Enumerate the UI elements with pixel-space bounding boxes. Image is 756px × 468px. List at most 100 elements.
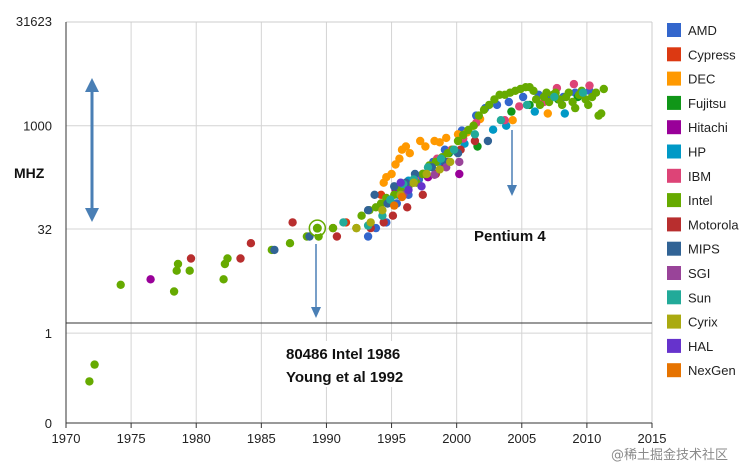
x-tick-label: 2005: [507, 431, 536, 446]
data-point-sun: [522, 100, 532, 110]
data-point-intel: [172, 266, 181, 275]
data-point-dec: [395, 154, 404, 163]
data-point-intel: [557, 100, 567, 110]
x-tick-label: 2015: [638, 431, 667, 446]
legend-swatch-dec: [667, 71, 681, 86]
data-point-cyrix: [352, 223, 361, 233]
data-point-intel: [564, 88, 573, 97]
legend-swatch-fujitsu: [667, 95, 681, 110]
data-point-mips: [270, 245, 279, 255]
legend-swatch-amd: [667, 23, 681, 37]
data-point-fujitsu: [507, 107, 516, 116]
data-point-hitachi: [146, 275, 155, 284]
data-point-nexgen: [397, 192, 407, 202]
legend-swatch-hitachi: [667, 120, 681, 135]
data-point-intel: [223, 254, 232, 263]
data-points: [85, 79, 608, 386]
data-point-ibm: [515, 102, 524, 111]
data-point-motorola: [418, 190, 427, 199]
data-point-intel: [85, 377, 94, 386]
data-point-mips: [390, 182, 399, 191]
data-point-cyrix: [409, 178, 418, 187]
data-point-nexgen: [390, 201, 399, 210]
data-point-cyrix: [422, 169, 431, 179]
data-point-sun: [578, 88, 588, 97]
data-point-amd: [363, 232, 373, 241]
annotation-arrows: [85, 78, 517, 318]
legend-swatch-ibm: [667, 168, 681, 183]
data-point-dec: [416, 136, 425, 146]
legend-label-hal: HAL: [688, 339, 713, 354]
data-point-dec: [435, 138, 444, 147]
legend-label-amd: AMD: [688, 23, 717, 38]
data-point-sun: [550, 92, 559, 102]
legend-swatch-sgi: [667, 266, 681, 280]
data-point-motorola: [388, 211, 398, 220]
legend-label-cyrix: Cyrix: [688, 315, 718, 330]
y-tick-label: 0: [45, 416, 52, 431]
data-point-intel: [469, 121, 478, 130]
annotation-pentium4: Pentium 4: [474, 228, 546, 245]
legend-label-ibm: IBM: [688, 169, 711, 184]
data-point-intel: [535, 100, 545, 110]
legend-label-hp: HP: [688, 145, 706, 160]
data-point-intel: [169, 287, 179, 296]
data-point-intel: [376, 199, 386, 208]
data-point-motorola: [186, 254, 196, 263]
data-point-intel: [219, 275, 228, 284]
x-tick-label: 1985: [247, 431, 276, 446]
legend-swatch-hp: [667, 144, 681, 159]
highlighted-point: [312, 223, 322, 233]
data-point-sgi: [455, 157, 464, 167]
data-point-sun: [386, 195, 395, 204]
data-point-hitachi: [455, 169, 464, 179]
data-point-intel: [116, 280, 125, 289]
x-tick-labels: 1970 1975 1980 1985 1990 1995 2000 2005 2010 2015: [52, 431, 667, 446]
down-arrow-pentium4-icon: [507, 130, 517, 196]
x-tick-label: 1990: [312, 431, 341, 446]
data-point-intel: [571, 103, 580, 113]
data-point-amd: [518, 92, 528, 102]
data-point-intel: [285, 239, 295, 248]
y-tick-label: 1: [45, 326, 52, 341]
data-point-intel: [599, 84, 608, 94]
data-point-intel: [453, 136, 463, 146]
data-point-mips: [370, 190, 379, 199]
data-point-mips: [363, 206, 373, 215]
x-tick-label: 1970: [52, 431, 81, 446]
axes: [65, 21, 653, 424]
data-point-ibm: [585, 81, 594, 90]
y-tick-label: 32: [38, 222, 52, 237]
data-point-motorola: [288, 218, 297, 227]
data-point-intel: [185, 266, 194, 275]
data-point-mips: [483, 136, 493, 146]
data-point-hp: [488, 125, 498, 134]
data-point-intel: [328, 223, 338, 233]
data-point-intel: [474, 111, 483, 120]
legend-label-hitachi: Hitachi: [688, 120, 728, 135]
data-point-dec: [442, 133, 451, 143]
data-point-hp: [530, 107, 539, 116]
legend-label-nexgen: NexGen: [688, 363, 736, 378]
data-point-intel: [591, 88, 601, 97]
y-axis-label: MHZ: [14, 165, 45, 181]
data-point-motorola: [470, 136, 480, 146]
down-arrow-80486-icon: [311, 244, 321, 318]
double-headed-arrow-icon: [85, 78, 99, 222]
legend-label-cypress: Cypress: [688, 47, 736, 62]
annotation-80486-line2: Young et al 1992: [286, 369, 403, 386]
data-point-intel: [584, 100, 593, 110]
data-point-sgi: [430, 170, 439, 179]
data-point-intel: [90, 360, 99, 369]
watermark: @稀土掘金技术社区: [611, 447, 728, 463]
data-point-hal: [404, 185, 413, 195]
data-point-hal: [396, 178, 405, 187]
legend-swatch-motorola: [667, 217, 681, 232]
data-point-cyrix: [435, 165, 444, 174]
legend-label-motorola: Motorola: [688, 217, 739, 232]
legend-label-fujitsu: Fujitsu: [688, 96, 726, 111]
y-tick-labels: 0 1 32 1000 31623: [16, 14, 52, 431]
data-point-intel: [357, 211, 366, 220]
data-point-dec: [508, 116, 517, 125]
x-tick-label: 1975: [117, 431, 146, 446]
